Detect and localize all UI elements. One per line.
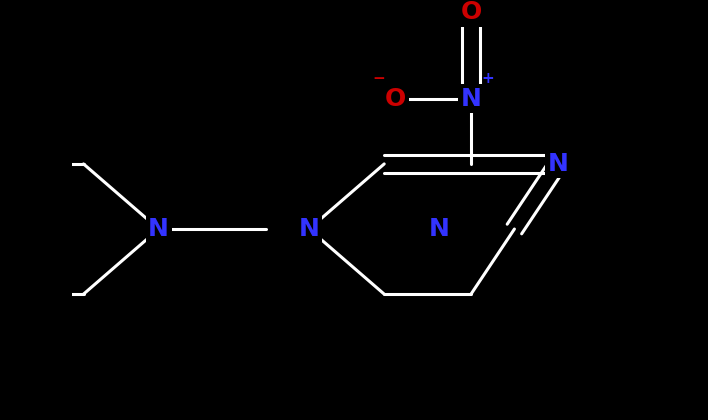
Text: N: N [429,217,450,241]
Text: N: N [547,152,569,176]
Text: N: N [461,87,481,111]
Text: N: N [148,217,169,241]
Text: N: N [299,217,319,241]
Text: −: − [372,71,385,86]
Text: O: O [385,87,406,111]
Text: O: O [460,0,481,24]
Text: +: + [481,71,494,86]
